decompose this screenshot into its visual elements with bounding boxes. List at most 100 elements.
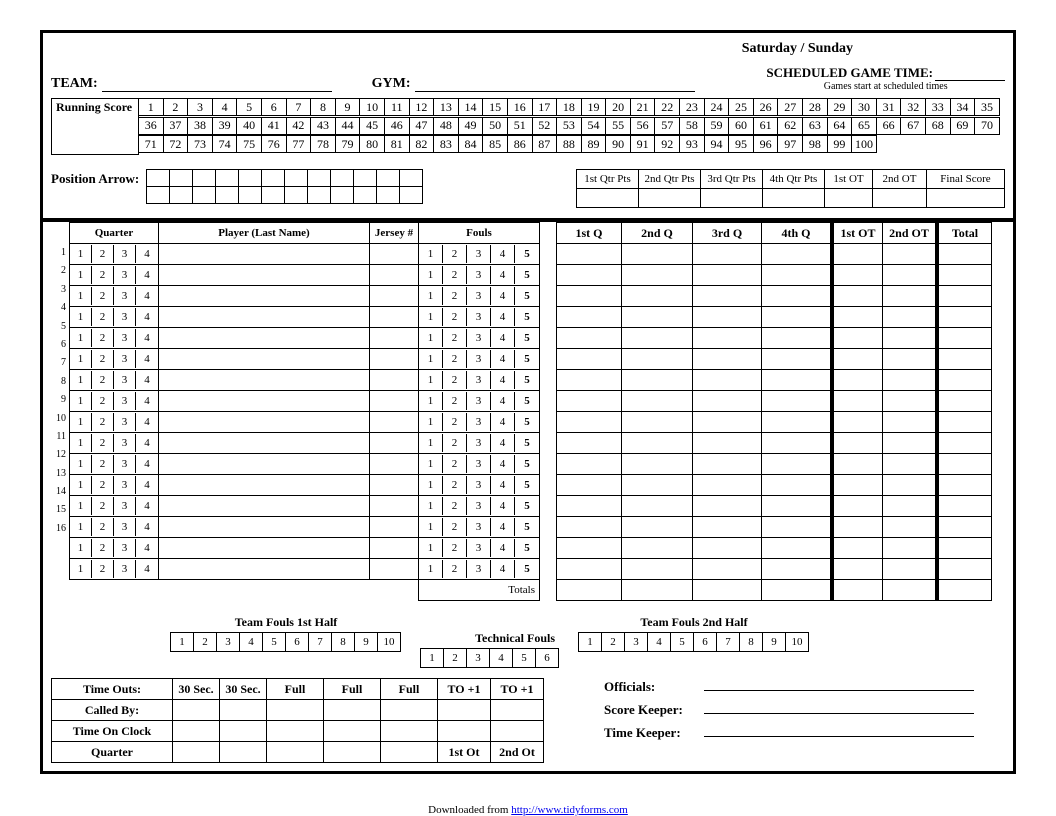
points-cell[interactable] bbox=[883, 391, 938, 412]
points-cell[interactable] bbox=[762, 412, 833, 433]
points-cell[interactable] bbox=[832, 559, 883, 580]
points-cell[interactable] bbox=[832, 244, 883, 265]
points-total-cell[interactable] bbox=[693, 580, 762, 601]
points-cell[interactable] bbox=[622, 244, 693, 265]
points-cell[interactable] bbox=[762, 475, 833, 496]
timeout-cell[interactable] bbox=[438, 721, 491, 742]
points-cell[interactable] bbox=[762, 349, 833, 370]
points-cell[interactable] bbox=[693, 496, 762, 517]
timeout-cell[interactable] bbox=[173, 721, 220, 742]
points-cell[interactable] bbox=[937, 517, 992, 538]
points-cell[interactable] bbox=[693, 391, 762, 412]
points-cell[interactable] bbox=[832, 307, 883, 328]
jersey-cell[interactable] bbox=[370, 265, 419, 286]
timeout-cell[interactable] bbox=[324, 742, 381, 763]
points-cell[interactable] bbox=[557, 265, 622, 286]
timeout-cell[interactable] bbox=[220, 742, 267, 763]
points-cell[interactable] bbox=[622, 559, 693, 580]
points-cell[interactable] bbox=[622, 307, 693, 328]
jersey-cell[interactable] bbox=[370, 244, 419, 265]
points-cell[interactable] bbox=[762, 370, 833, 391]
points-cell[interactable] bbox=[832, 454, 883, 475]
player-name-cell[interactable] bbox=[159, 496, 370, 517]
jersey-cell[interactable] bbox=[370, 538, 419, 559]
points-cell[interactable] bbox=[762, 496, 833, 517]
timeout-cell[interactable] bbox=[267, 700, 324, 721]
points-cell[interactable] bbox=[937, 307, 992, 328]
player-name-cell[interactable] bbox=[159, 349, 370, 370]
points-cell[interactable] bbox=[883, 517, 938, 538]
gym-field[interactable] bbox=[415, 77, 695, 92]
player-name-cell[interactable] bbox=[159, 475, 370, 496]
points-cell[interactable] bbox=[557, 538, 622, 559]
points-total-cell[interactable] bbox=[832, 580, 883, 601]
points-cell[interactable] bbox=[883, 349, 938, 370]
player-name-cell[interactable] bbox=[159, 517, 370, 538]
qtr-pts-cell[interactable] bbox=[638, 188, 701, 208]
points-cell[interactable] bbox=[883, 286, 938, 307]
timeout-cell[interactable] bbox=[173, 700, 220, 721]
points-cell[interactable] bbox=[832, 265, 883, 286]
points-cell[interactable] bbox=[622, 517, 693, 538]
points-cell[interactable] bbox=[883, 454, 938, 475]
points-cell[interactable] bbox=[693, 286, 762, 307]
points-total-cell[interactable] bbox=[937, 580, 992, 601]
points-cell[interactable] bbox=[622, 412, 693, 433]
points-cell[interactable] bbox=[693, 349, 762, 370]
player-name-cell[interactable] bbox=[159, 370, 370, 391]
points-cell[interactable] bbox=[622, 328, 693, 349]
points-cell[interactable] bbox=[762, 265, 833, 286]
points-cell[interactable] bbox=[937, 286, 992, 307]
points-cell[interactable] bbox=[557, 475, 622, 496]
points-cell[interactable] bbox=[622, 475, 693, 496]
jersey-cell[interactable] bbox=[370, 370, 419, 391]
timeout-cell[interactable] bbox=[267, 742, 324, 763]
player-name-cell[interactable] bbox=[159, 433, 370, 454]
jersey-cell[interactable] bbox=[370, 454, 419, 475]
points-cell[interactable] bbox=[762, 517, 833, 538]
timeout-cell[interactable] bbox=[491, 700, 544, 721]
points-cell[interactable] bbox=[622, 454, 693, 475]
points-cell[interactable] bbox=[937, 433, 992, 454]
points-cell[interactable] bbox=[557, 559, 622, 580]
points-cell[interactable] bbox=[832, 538, 883, 559]
qtr-pts-cell[interactable] bbox=[762, 188, 825, 208]
points-cell[interactable] bbox=[693, 370, 762, 391]
points-total-cell[interactable] bbox=[762, 580, 833, 601]
points-cell[interactable] bbox=[693, 433, 762, 454]
points-cell[interactable] bbox=[937, 412, 992, 433]
points-cell[interactable] bbox=[693, 265, 762, 286]
player-name-cell[interactable] bbox=[159, 412, 370, 433]
player-name-cell[interactable] bbox=[159, 391, 370, 412]
timeout-cell[interactable] bbox=[267, 721, 324, 742]
points-cell[interactable] bbox=[762, 391, 833, 412]
points-cell[interactable] bbox=[622, 370, 693, 391]
timeout-cell[interactable] bbox=[381, 721, 438, 742]
points-cell[interactable] bbox=[762, 307, 833, 328]
qtr-pts-cell[interactable] bbox=[824, 188, 873, 208]
points-cell[interactable] bbox=[762, 328, 833, 349]
jersey-cell[interactable] bbox=[370, 559, 419, 580]
points-cell[interactable] bbox=[693, 307, 762, 328]
points-cell[interactable] bbox=[937, 559, 992, 580]
timeout-cell[interactable] bbox=[173, 742, 220, 763]
jersey-cell[interactable] bbox=[370, 496, 419, 517]
points-cell[interactable] bbox=[883, 370, 938, 391]
player-name-cell[interactable] bbox=[159, 559, 370, 580]
points-cell[interactable] bbox=[937, 496, 992, 517]
points-cell[interactable] bbox=[762, 538, 833, 559]
player-name-cell[interactable] bbox=[159, 244, 370, 265]
points-cell[interactable] bbox=[832, 286, 883, 307]
points-cell[interactable] bbox=[762, 286, 833, 307]
jersey-cell[interactable] bbox=[370, 391, 419, 412]
timeout-cell[interactable] bbox=[220, 721, 267, 742]
timeout-cell[interactable] bbox=[324, 700, 381, 721]
points-cell[interactable] bbox=[937, 244, 992, 265]
timeout-cell[interactable] bbox=[491, 721, 544, 742]
timekeeper-field[interactable] bbox=[704, 724, 974, 737]
jersey-cell[interactable] bbox=[370, 433, 419, 454]
points-cell[interactable] bbox=[693, 412, 762, 433]
footer-link[interactable]: http://www.tidyforms.com bbox=[511, 804, 628, 816]
points-cell[interactable] bbox=[883, 328, 938, 349]
points-cell[interactable] bbox=[622, 391, 693, 412]
